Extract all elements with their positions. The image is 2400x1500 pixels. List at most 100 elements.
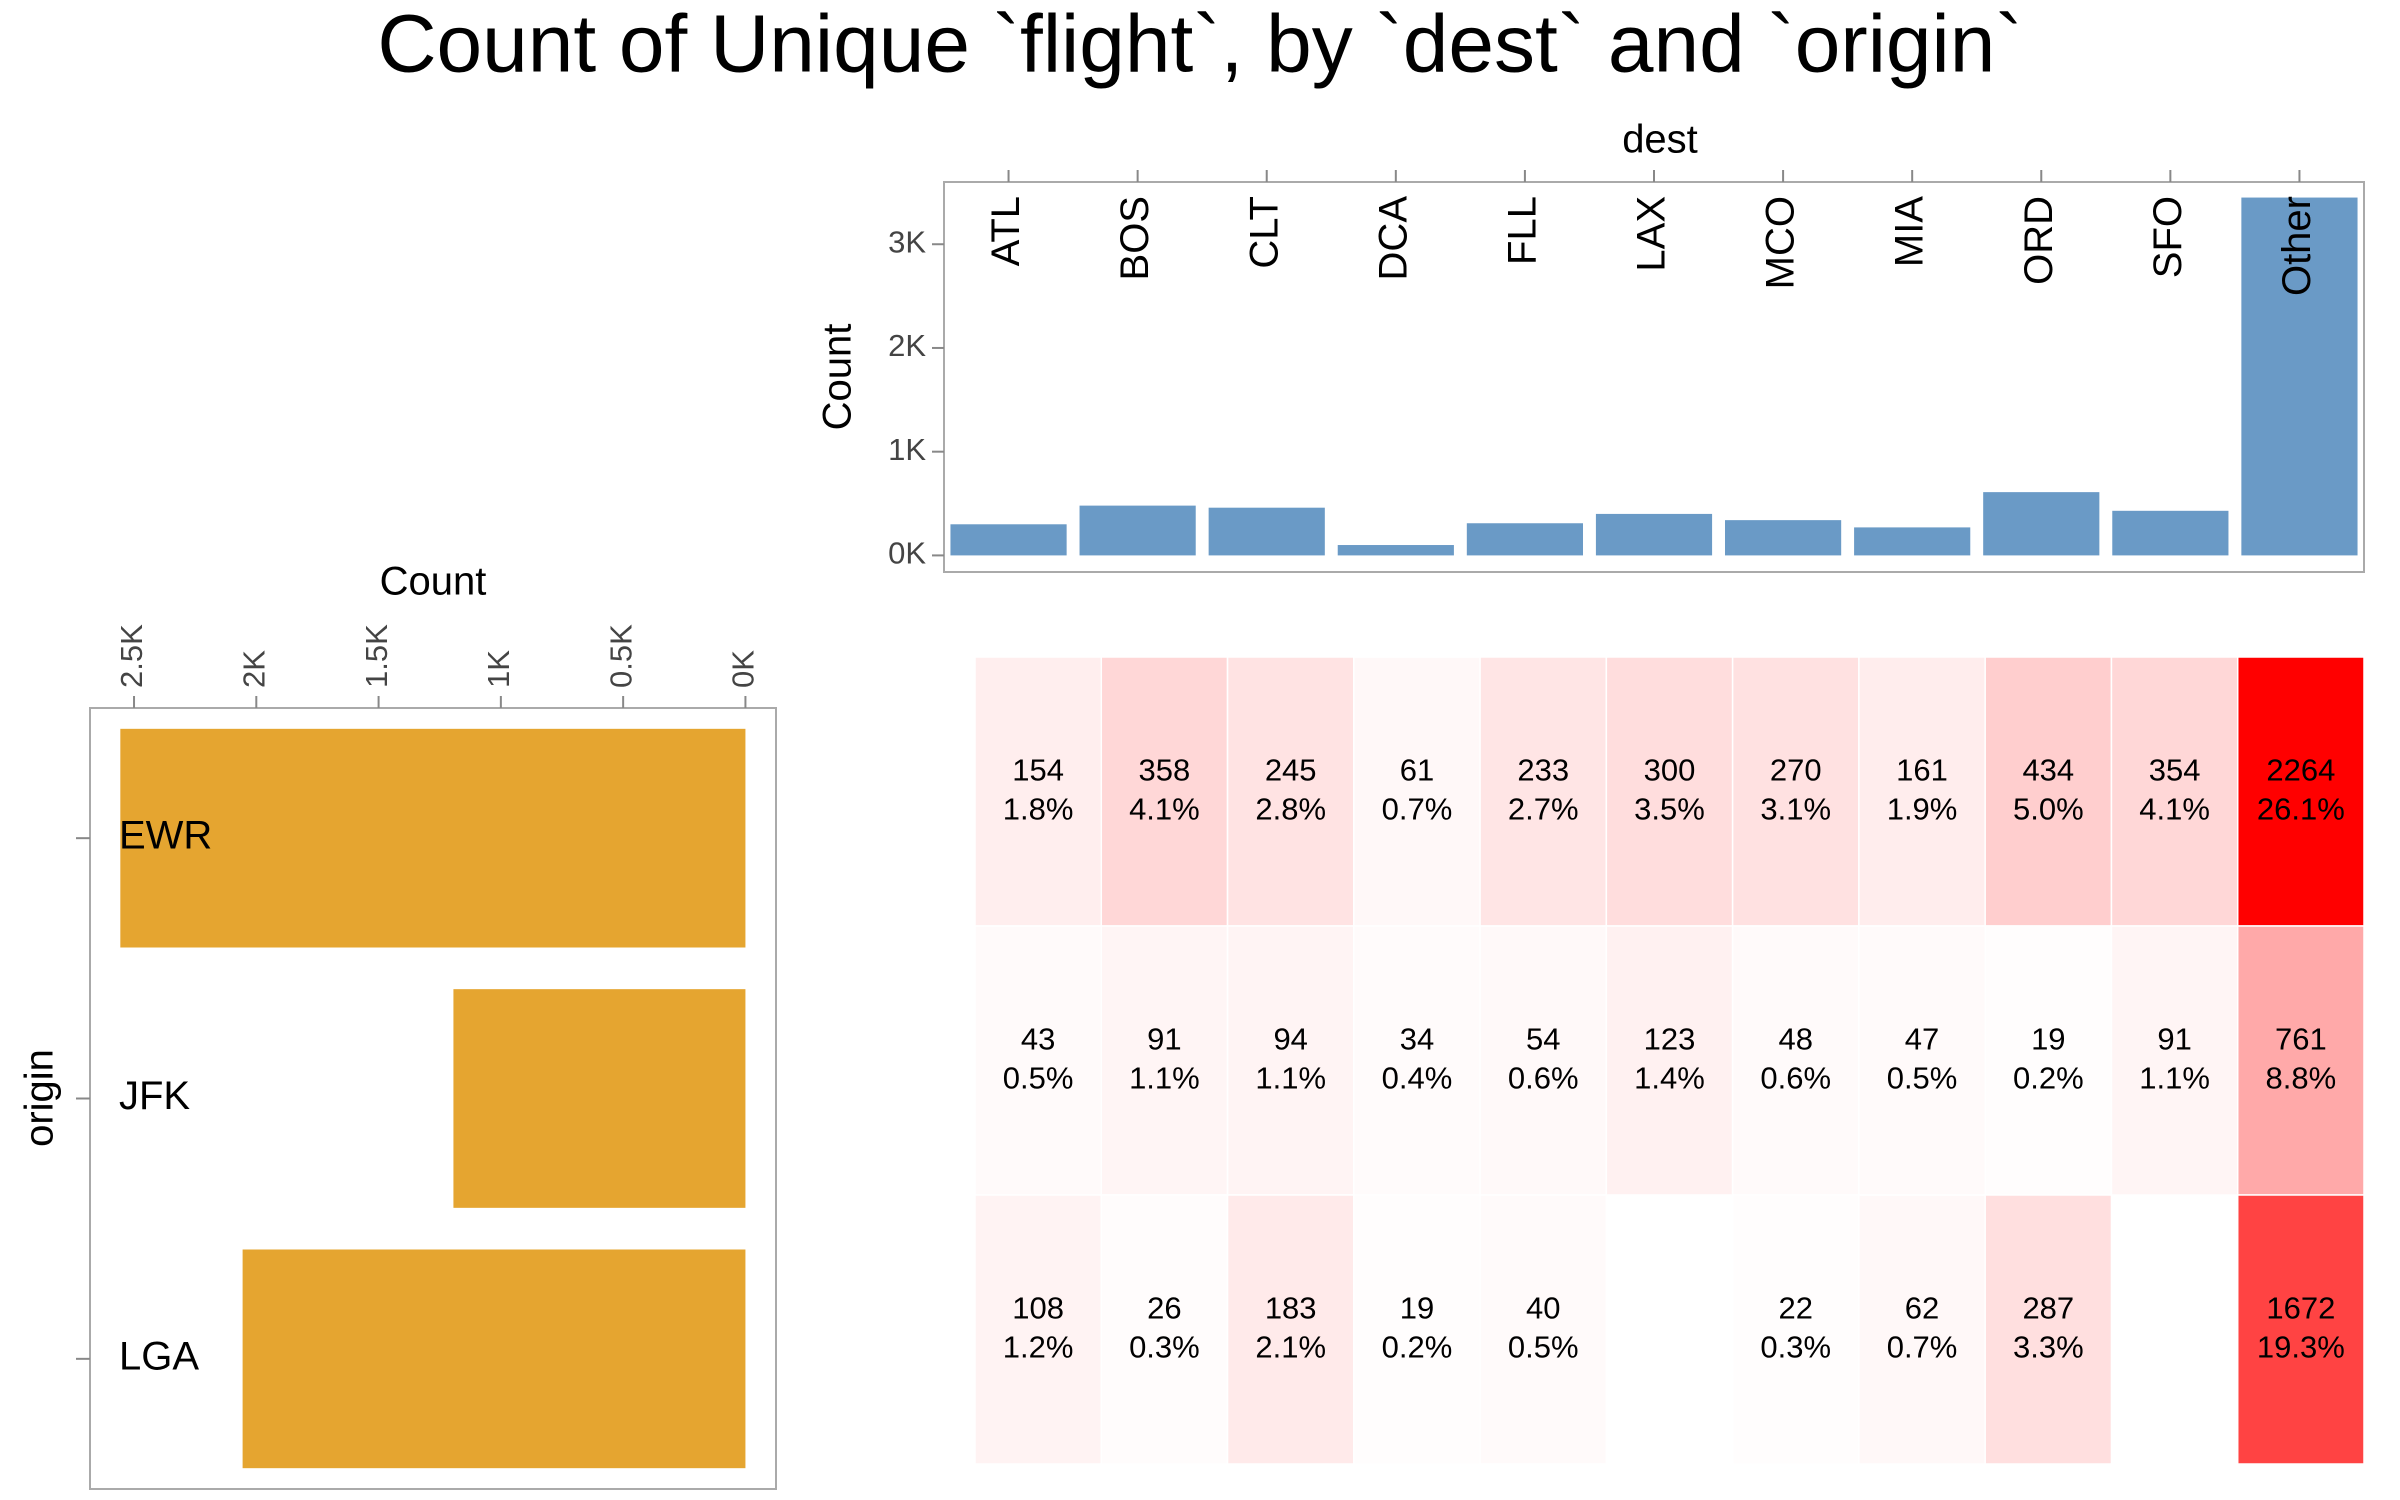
bar xyxy=(2241,197,2358,556)
y-axis-title: Count xyxy=(816,324,860,431)
cell-count: 62 xyxy=(1905,1291,1939,1326)
cell-count: 761 xyxy=(2275,1022,2327,1057)
bar xyxy=(1337,545,1454,556)
cell-count: 40 xyxy=(1526,1291,1560,1326)
cell-percent: 4.1% xyxy=(2139,792,2210,827)
cell-percent: 0.6% xyxy=(1760,1061,1831,1096)
x-tick-label: CLT xyxy=(1242,196,1286,269)
y-tick-label: 2K xyxy=(888,328,926,363)
x-tick-label: 1K xyxy=(481,650,516,688)
cell-percent: 2.1% xyxy=(1255,1330,1326,1365)
x-tick-label: MIA xyxy=(1888,196,1932,267)
x-tick-label: FLL xyxy=(1500,196,1544,265)
cell-count: 154 xyxy=(1012,753,1064,788)
heatmap-cell xyxy=(1226,925,1355,1196)
x-tick-label: DCA xyxy=(1371,196,1415,281)
cell-percent: 0.5% xyxy=(1003,1061,1074,1096)
heatmap-cell xyxy=(1731,925,1860,1196)
cell-percent: 1.4% xyxy=(1634,1061,1705,1096)
x-axis-title: dest xyxy=(1622,118,1698,162)
x-tick-label: SFO xyxy=(2146,196,2190,278)
cell-percent: 1.1% xyxy=(2139,1061,2210,1096)
cell-percent: 19.3% xyxy=(2257,1330,2345,1365)
cell-percent: 3.1% xyxy=(1760,792,1831,827)
cell-count: 61 xyxy=(1400,753,1434,788)
cell-percent: 0.5% xyxy=(1508,1330,1579,1365)
cell-count: 354 xyxy=(2149,753,2201,788)
cell-count: 43 xyxy=(1021,1022,1055,1057)
cell-percent: 0.6% xyxy=(1508,1061,1579,1096)
cell-percent: 0.7% xyxy=(1887,1330,1958,1365)
x-tick-label: ORD xyxy=(2017,196,2061,285)
cell-count: 22 xyxy=(1779,1291,1813,1326)
cell-count: 108 xyxy=(1012,1291,1064,1326)
heatmap-cell xyxy=(2236,925,2365,1196)
cell-percent: 5.0% xyxy=(2013,792,2084,827)
cell-count: 123 xyxy=(1644,1022,1696,1057)
cell-percent: 3.3% xyxy=(2013,1330,2084,1365)
bar xyxy=(1079,505,1196,556)
heatmap-cell xyxy=(2236,656,2365,927)
heatmap-cell xyxy=(1605,656,1734,927)
x-tick-label: MCO xyxy=(1759,196,1803,289)
cell-count: 34 xyxy=(1400,1022,1434,1057)
cell-count: 183 xyxy=(1265,1291,1317,1326)
cell-count: 26 xyxy=(1147,1291,1181,1326)
y-tick-label: JFK xyxy=(119,1074,190,1118)
x-tick-label: 0.5K xyxy=(603,624,638,688)
heatmap-cell xyxy=(1479,1194,1608,1465)
y-tick-label: 0K xyxy=(888,536,926,571)
heatmap-cell xyxy=(2110,656,2239,927)
cell-percent: 3.5% xyxy=(1634,792,1705,827)
cell-count: 91 xyxy=(1147,1022,1181,1057)
heatmap-cell xyxy=(1858,1194,1986,1465)
heatmap-cell xyxy=(1100,925,1229,1196)
bar xyxy=(1983,492,2100,556)
cell-percent: 1.2% xyxy=(1003,1330,1074,1365)
bar xyxy=(242,1249,746,1469)
bar xyxy=(1854,527,1971,556)
y-axis-title: origin xyxy=(18,1049,62,1147)
heatmap-cell xyxy=(1984,925,2113,1196)
cell-percent: 2.8% xyxy=(1255,792,1326,827)
cell-count: 270 xyxy=(1770,753,1822,788)
heatmap-cell xyxy=(974,656,1103,927)
cell-percent: 26.1% xyxy=(2257,792,2345,827)
heatmap-cell xyxy=(1858,656,1986,927)
cell-count: 19 xyxy=(1400,1291,1434,1326)
bar xyxy=(2112,510,2229,556)
x-tick-label: LAX xyxy=(1630,196,1674,272)
cell-percent: 0.7% xyxy=(1382,792,1453,827)
y-tick-label: 3K xyxy=(888,224,926,259)
cell-count: 94 xyxy=(1273,1022,1307,1057)
heatmap-cell xyxy=(2236,1194,2365,1465)
bar xyxy=(453,989,746,1208)
cell-count: 300 xyxy=(1644,753,1696,788)
heatmap-cell xyxy=(2110,925,2239,1196)
cell-percent: 0.3% xyxy=(1760,1330,1831,1365)
heatmap-cell xyxy=(1605,925,1734,1196)
cell-percent: 1.9% xyxy=(1887,792,1958,827)
bar xyxy=(1725,520,1842,556)
heatmap-cell xyxy=(974,925,1103,1196)
bar xyxy=(1595,513,1713,556)
x-tick-label: 2K xyxy=(236,650,271,688)
cell-count: 1672 xyxy=(2266,1291,2335,1326)
heatmap-cell xyxy=(1353,1194,1481,1465)
heatmap-cell xyxy=(1984,656,2113,927)
cell-percent: 1.1% xyxy=(1255,1061,1326,1096)
heatmap-cell xyxy=(1353,925,1481,1196)
cell-percent: 8.8% xyxy=(2266,1061,2337,1096)
cell-count: 54 xyxy=(1526,1022,1560,1057)
cell-percent: 0.2% xyxy=(1382,1330,1453,1365)
heatmap-cell xyxy=(1731,656,1860,927)
cell-count: 434 xyxy=(2022,753,2074,788)
heatmap-cell xyxy=(1858,925,1986,1196)
x-tick-label: ATL xyxy=(984,196,1028,266)
x-tick-label: BOS xyxy=(1113,196,1157,280)
y-tick-label: 1K xyxy=(888,432,926,467)
heatmap-cell xyxy=(974,1194,1103,1465)
bar xyxy=(950,524,1067,556)
chart-title: Count of Unique `flight`, by `dest` and … xyxy=(377,0,2022,90)
heatmap-cell xyxy=(1226,1194,1355,1465)
